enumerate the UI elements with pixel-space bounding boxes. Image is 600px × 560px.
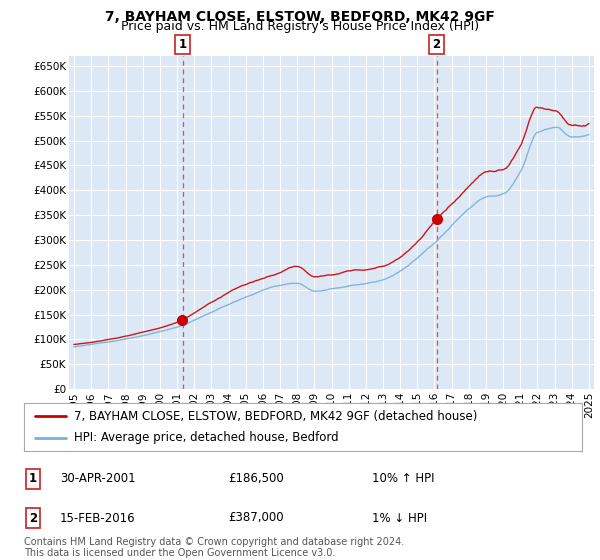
Text: 1% ↓ HPI: 1% ↓ HPI: [372, 511, 427, 525]
Text: £387,000: £387,000: [228, 511, 284, 525]
Text: 30-APR-2001: 30-APR-2001: [60, 472, 136, 486]
Text: Contains HM Land Registry data © Crown copyright and database right 2024.
This d: Contains HM Land Registry data © Crown c…: [24, 536, 404, 558]
Text: Price paid vs. HM Land Registry's House Price Index (HPI): Price paid vs. HM Land Registry's House …: [121, 20, 479, 32]
Text: £186,500: £186,500: [228, 472, 284, 486]
Text: 10% ↑ HPI: 10% ↑ HPI: [372, 472, 434, 486]
Text: HPI: Average price, detached house, Bedford: HPI: Average price, detached house, Bedf…: [74, 431, 339, 445]
Text: 1: 1: [29, 472, 37, 486]
Text: 15-FEB-2016: 15-FEB-2016: [60, 511, 136, 525]
Text: 2: 2: [433, 38, 440, 51]
Text: 2: 2: [29, 511, 37, 525]
Text: 7, BAYHAM CLOSE, ELSTOW, BEDFORD, MK42 9GF: 7, BAYHAM CLOSE, ELSTOW, BEDFORD, MK42 9…: [105, 10, 495, 24]
Text: 1: 1: [179, 38, 187, 51]
Text: 7, BAYHAM CLOSE, ELSTOW, BEDFORD, MK42 9GF (detached house): 7, BAYHAM CLOSE, ELSTOW, BEDFORD, MK42 9…: [74, 409, 478, 423]
